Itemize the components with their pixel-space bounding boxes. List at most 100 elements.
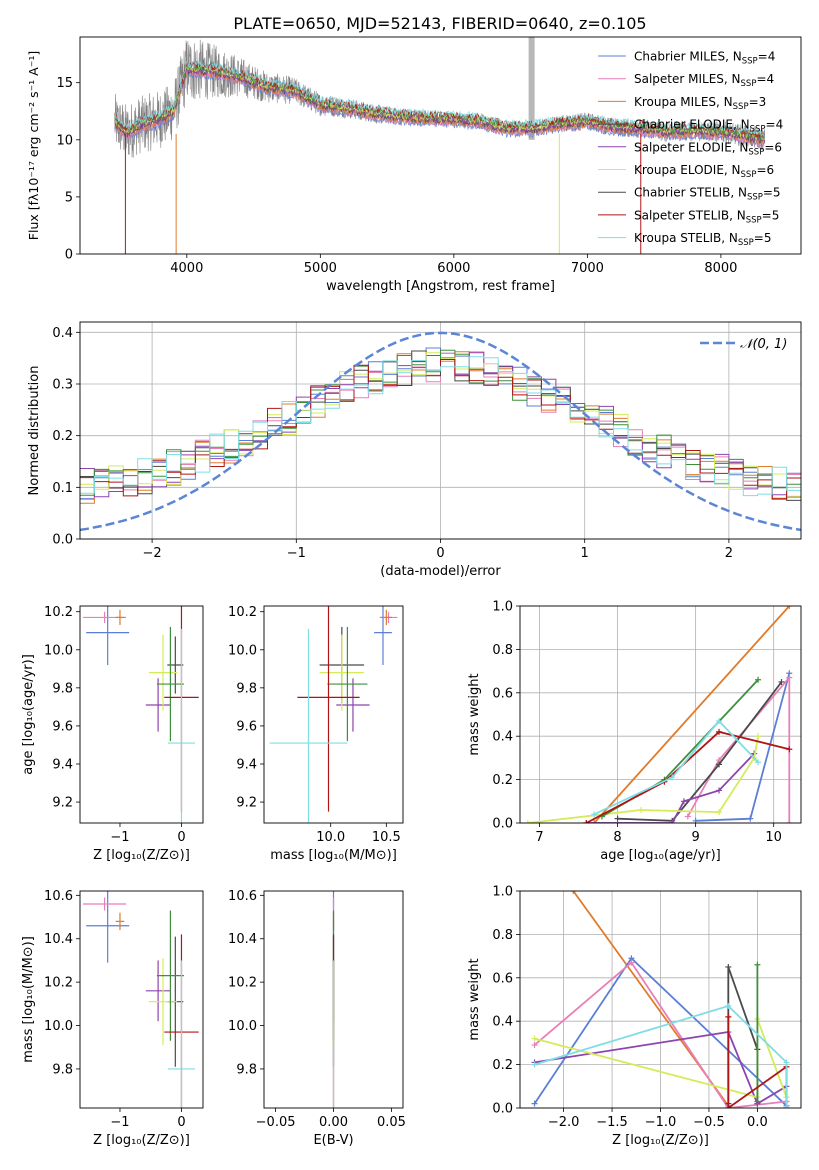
x-tick-label: 8 [613,830,621,845]
errorbar-salpeter-elodie [145,960,171,1022]
x-tick-label: 10 [765,830,782,845]
weight-series-salpeter-miles [684,674,793,823]
y-axis-label: mass weight [467,673,482,755]
y-tick-label: 10.0 [44,643,73,658]
errorbar-chabrier-miles [86,891,130,963]
y-tick-label: 10.0 [44,1019,73,1034]
model-spectrum-kroupa-stelib [114,60,765,138]
weight-series-kroupa-miles [591,606,793,823]
errorbar-kroupa-stelib [269,628,348,823]
axes-frame [79,890,204,1109]
masked-region [528,37,535,140]
figure-title: PLATE=0650, MJD=52143, FIBERID=0640, z=0… [233,14,646,33]
mass-weight-vs-age-plot: 7 8 9 10 0.0 0.2 0.4 0.6 0.8 1.0 age [log₁₀(age/yr… [467,600,802,863]
legend-label: Kroupa ELODIE, NSSP=6 [634,163,774,180]
model-spectrum-salpeter-stelib [114,60,765,139]
x-tick-label: −1.5 [596,1115,628,1130]
x-tick-label: 6000 [437,261,470,276]
y-tick-label: 10 [56,133,73,148]
y-tick-label: 0.4 [52,326,73,341]
x-tick-label: 0 [177,1115,185,1130]
errorbar-kroupa-miles [115,912,125,931]
y-axis-label: Flux [fλ10⁻¹⁷ erg cm⁻² s⁻¹ A⁻¹] [26,51,41,240]
axes-frame [79,36,802,255]
histogram-salpeter-stelib [80,359,801,500]
y-tick-label: 0.4 [492,1015,513,1030]
spectrum-plot: 4000 5000 6000 7000 8000 0 5 10 15 wavelength [An… [26,36,802,294]
normal-distribution-curve [80,331,801,532]
y-tick-label: 9.4 [236,757,257,772]
y-tick-label: 9.8 [236,681,257,696]
y-tick-label: 9.8 [52,1062,73,1077]
x-tick-label: −1 [110,830,129,845]
errorbar-kroupa-stelib [167,628,196,823]
age-vs-metallicity-plot: −1 0 9.2 9.4 9.6 9.8 10.0 10.2 Z [log₁₀(Z/Z⊙)] ag… [21,605,204,863]
y-tick-label: 0.8 [492,643,513,658]
mass-vs-ebv-plot: −0.05 0.00 0.05 9.8 10.0 10.2 10.4 10.6 E(B-V) [228,889,406,1148]
y-tick-label: 10.2 [44,976,73,991]
x-axis-label: Z [log₁₀(Z/Z⊙)] [93,848,190,863]
y-tick-label: 0 [65,248,73,263]
y-tick-label: 9.6 [236,719,257,734]
y-tick-label: 10.6 [44,889,73,904]
x-axis-label: E(B-V) [313,1133,353,1148]
age-vs-mass-plot: 10.0 10.5 9.2 9.4 9.6 9.8 10.0 10.2 mass [log₁₀(… [228,605,404,863]
y-tick-label: 0.1 [52,481,73,496]
histogram-kroupa-stelib [80,356,801,497]
x-tick-label: −2 [143,546,162,561]
x-axis-label: wavelength [Angstrom, rest frame] [326,279,555,294]
y-axis-label: Normed distribution [27,366,42,496]
errorbar-salpeter-stelib [297,606,360,812]
errorbar-salpeter-elodie [145,678,171,732]
x-tick-label: 0 [436,546,444,561]
y-axis-label: mass weight [467,958,482,1040]
x-tick-label: 7 [535,830,543,845]
y-tick-label: 10.4 [228,932,257,947]
y-tick-label: 9.2 [236,796,257,811]
legend-label: Salpeter MILES, NSSP=4 [634,72,774,89]
weight-series-salpeter-elodie [583,750,758,823]
errorbar-kroupa-elodie [148,958,178,1046]
x-tick-label: 8000 [704,261,737,276]
x-tick-label: 2 [725,546,733,561]
x-tick-label: 0.0 [747,1115,768,1130]
y-tick-label: 5 [65,190,73,205]
legend-label: Salpeter STELIB, NSSP=5 [634,208,779,225]
x-tick-label: −0.5 [693,1115,725,1130]
y-tick-label: 10.6 [228,889,257,904]
x-tick-label: 1 [581,546,589,561]
errorbar-chabrier-miles [86,606,130,666]
grid [520,890,801,1109]
legend-label: Salpeter ELODIE, NSSP=6 [634,140,782,157]
x-tick-label: 10.0 [316,830,345,845]
x-tick-label: 0.00 [319,1115,348,1130]
y-tick-label: 10.4 [44,932,73,947]
spectrum-legend: Chabrier MILES, NSSP=4 Salpeter MILES, NS… [598,50,783,248]
x-tick-label: 0.05 [377,1115,406,1130]
x-axis-label: (data-model)/error [380,564,501,579]
y-tick-label: 1.0 [492,600,513,615]
y-axis-label: mass [log₁₀(M/M⊙)] [21,936,36,1063]
y-tick-label: 0.6 [492,686,513,701]
x-tick-label: 4000 [170,261,203,276]
y-tick-label: 0.8 [492,928,513,943]
y-tick-label: 9.8 [52,681,73,696]
residual-histogram-plot: −2 −1 0 1 2 0.0 0.1 0.2 0.3 0.4 (data-model)/error… [27,321,802,579]
errorbar-kroupa-elodie [148,634,178,711]
y-tick-label: 10.0 [228,1019,257,1034]
errorbar-kroupa-miles [115,609,125,626]
weight-series-kroupa-stelib [591,718,762,818]
y-tick-label: 0.0 [492,817,513,832]
x-tick-label: −2.0 [548,1115,580,1130]
mass-weight-vs-metallicity-plot: −2.0 −1.5 −1.0 −0.5 0.0 0.0 0.2 0.4 0.6 0.8 1.0 Z [… [467,885,802,1148]
x-axis-label: Z [log₁₀(Z/Z⊙)] [93,1133,190,1148]
legend-label: 𝒩(0, 1) [740,337,787,352]
axes-frame [263,605,404,824]
errorbar-salpeter-miles [83,897,127,911]
errorbar-kroupa-miles [380,609,392,626]
legend-label: Chabrier STELIB, NSSP=5 [634,186,781,203]
y-tick-label: 10.2 [44,605,73,620]
legend-label: Chabrier MILES, NSSP=4 [634,50,775,67]
y-tick-label: 1.0 [492,885,513,900]
y-tick-label: 9.4 [52,757,73,772]
